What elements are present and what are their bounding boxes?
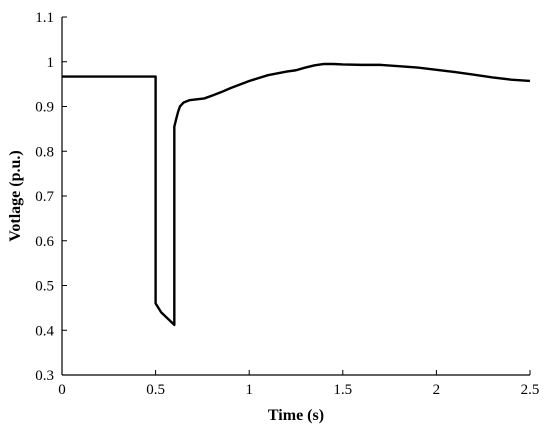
y-tick-label: 0.6 (35, 234, 54, 250)
y-tick-label: 1.1 (35, 10, 54, 26)
x-tick-label: 2 (433, 382, 441, 398)
y-tick-label: 0.3 (35, 368, 54, 384)
x-axis-title: Time (s) (268, 407, 324, 424)
x-tick-label: 1.5 (333, 382, 352, 398)
ticks: 0 0.5 1 1.5 2 2.5 0.3 0.4 0.5 0.6 0.7 0.8 0.9 1 1.1 (35, 10, 539, 398)
y-tick-label: 0.7 (35, 189, 54, 205)
voltage-series-line (62, 62, 531, 327)
x-tick-label: 2.5 (521, 382, 540, 398)
y-axis-title: Votlage (p.u.) (7, 150, 24, 241)
y-tick-label: 0.4 (35, 323, 54, 339)
y-tick-label: 0.5 (35, 279, 54, 295)
x-tick-label: 0 (58, 382, 66, 398)
y-tick-label: 0.8 (35, 144, 54, 160)
series (62, 62, 531, 327)
y-tick-label: 0.9 (35, 100, 54, 116)
x-tick-label: 0.5 (146, 382, 165, 398)
y-tick-label: 1 (47, 55, 55, 71)
x-tick-label: 1 (245, 382, 253, 398)
